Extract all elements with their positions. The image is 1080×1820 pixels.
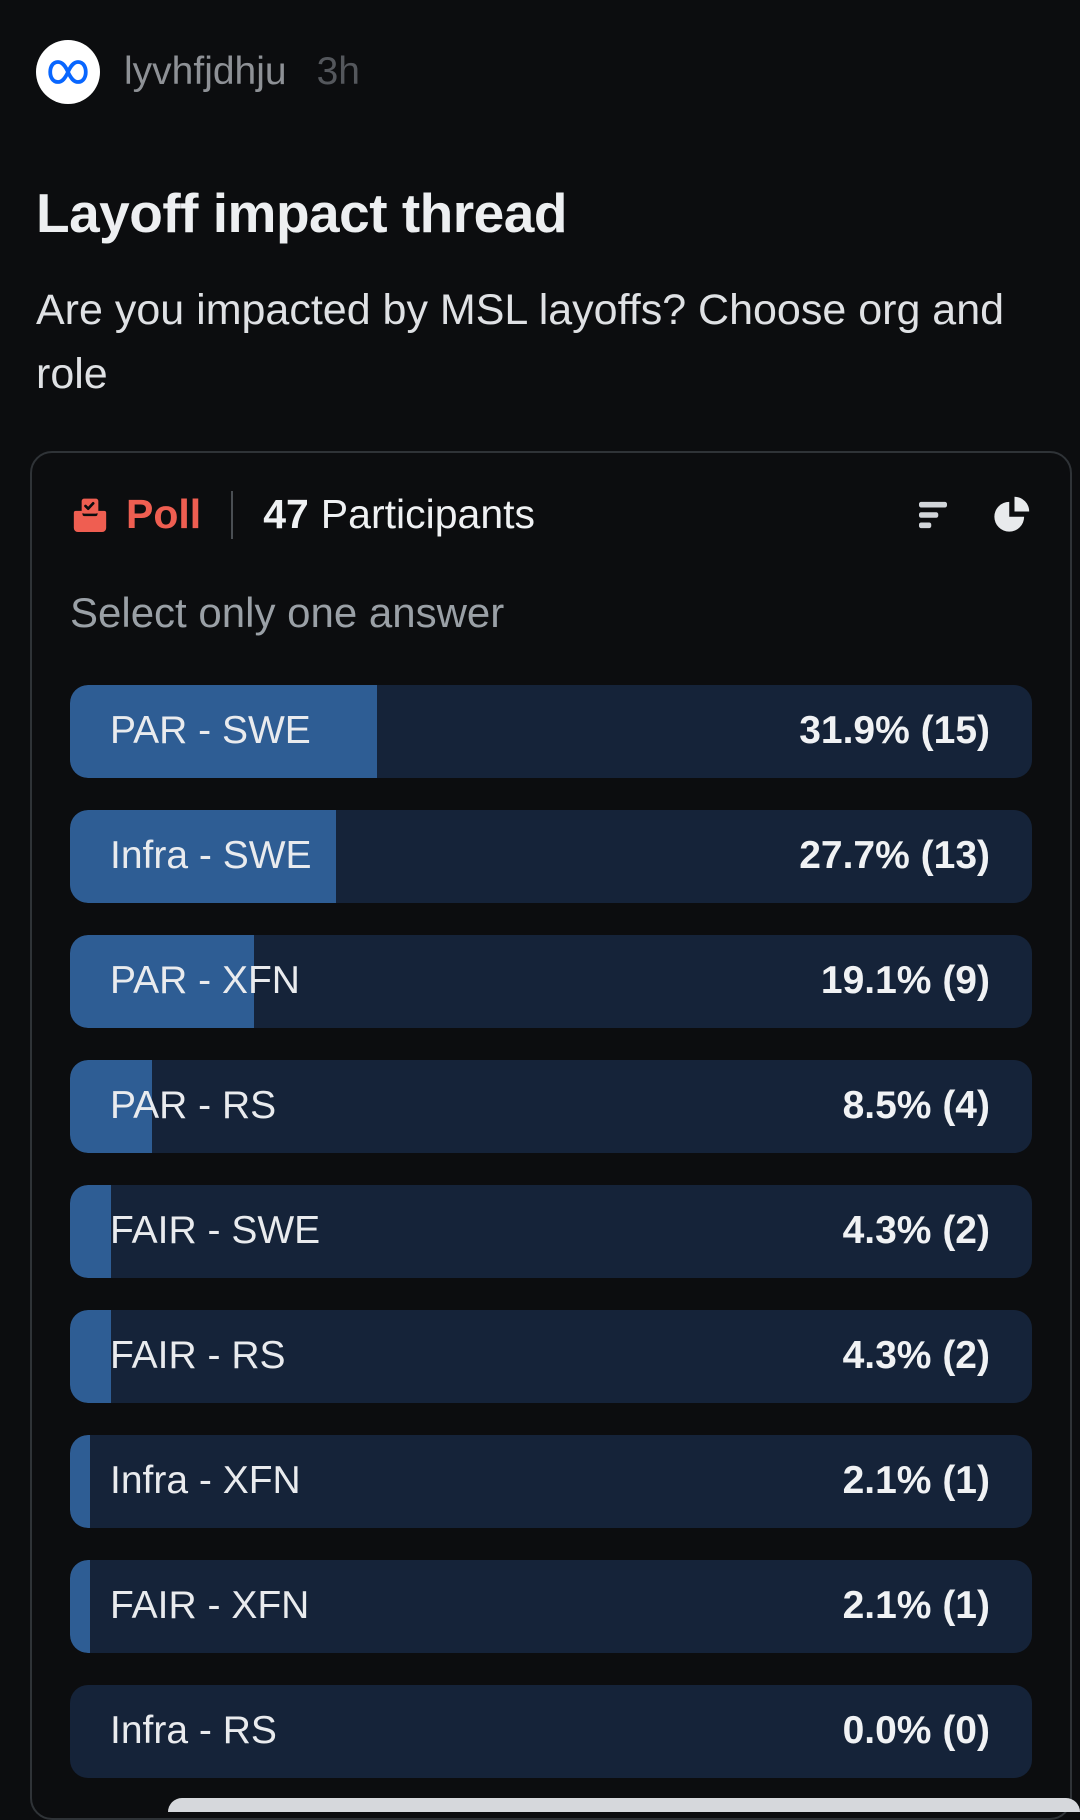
option-label: PAR - RS [110, 1084, 277, 1127]
option-result: 0.0% (0) [842, 1709, 990, 1752]
option-fill [70, 1559, 91, 1653]
poll-option[interactable]: PAR - SWE 31.9% (15) [70, 684, 1032, 778]
option-fill [70, 1184, 112, 1278]
option-result: 2.1% (1) [842, 1584, 990, 1627]
post-body: Are you impacted by MSL layoffs? Choose … [36, 286, 1005, 398]
bottom-cutoff-bar [168, 1798, 1080, 1812]
meta-logo-icon [48, 59, 88, 85]
poll-option[interactable]: PAR - RS 8.5% (4) [70, 1059, 1032, 1153]
participants-label: Participants [320, 491, 536, 537]
option-result: 4.3% (2) [842, 1209, 990, 1252]
option-result: 19.1% (9) [820, 959, 990, 1002]
ballot-box-icon [70, 495, 110, 535]
poll-option[interactable]: Infra - SWE 27.7% (13) [70, 809, 1032, 903]
option-label: FAIR - XFN [110, 1584, 310, 1627]
option-label: FAIR - SWE [110, 1209, 321, 1252]
poll-option[interactable]: PAR - XFN 19.1% (9) [70, 934, 1032, 1028]
option-fill [70, 1309, 112, 1403]
poll-option[interactable]: Infra - XFN 2.1% (1) [70, 1434, 1032, 1528]
poll-instruction: Select only one answer [70, 588, 505, 636]
option-label: Infra - SWE [110, 834, 312, 877]
list-view-icon[interactable] [912, 494, 954, 536]
option-result: 8.5% (4) [842, 1084, 990, 1127]
author-username[interactable]: lyvhfjdhju [124, 50, 287, 93]
option-result: 31.9% (15) [799, 709, 990, 752]
poll-label: Poll [126, 491, 202, 537]
option-label: PAR - SWE [110, 709, 311, 752]
pie-chart-view-icon[interactable] [990, 494, 1032, 536]
post-title: Layoff impact thread [36, 182, 567, 244]
view-toggles [912, 494, 1032, 536]
option-fill [70, 1434, 91, 1528]
poll-options: PAR - SWE 31.9% (15) Infra - SWE 27.7% (… [70, 684, 1032, 1778]
poll-option[interactable]: FAIR - SWE 4.3% (2) [70, 1184, 1032, 1278]
poll-header: Poll 47 Participants [70, 490, 1032, 539]
poll-option[interactable]: FAIR - XFN 2.1% (1) [70, 1559, 1032, 1653]
participants[interactable]: 47 Participants [263, 491, 535, 538]
header-divider [231, 490, 234, 539]
option-result: 2.1% (1) [842, 1459, 990, 1502]
option-fill [70, 934, 254, 1028]
post-header: lyvhfjdhju 3h [0, 0, 1080, 104]
option-label: PAR - XFN [110, 959, 300, 1002]
participants-count: 47 [263, 491, 309, 537]
poll-option[interactable]: Infra - RS 0.0% (0) [70, 1684, 1032, 1778]
option-result: 27.7% (13) [799, 834, 990, 877]
avatar[interactable] [36, 40, 100, 104]
poll-card: Poll 47 Participants [30, 450, 1072, 1820]
option-label: FAIR - RS [110, 1334, 286, 1377]
option-result: 4.3% (2) [842, 1334, 990, 1377]
poll-option[interactable]: FAIR - RS 4.3% (2) [70, 1309, 1032, 1403]
option-label: Infra - XFN [110, 1459, 301, 1502]
option-fill [70, 1059, 152, 1153]
option-fill [70, 684, 377, 778]
post-timestamp: 3h [316, 50, 360, 93]
option-fill [70, 809, 337, 903]
option-label: Infra - RS [110, 1709, 277, 1752]
